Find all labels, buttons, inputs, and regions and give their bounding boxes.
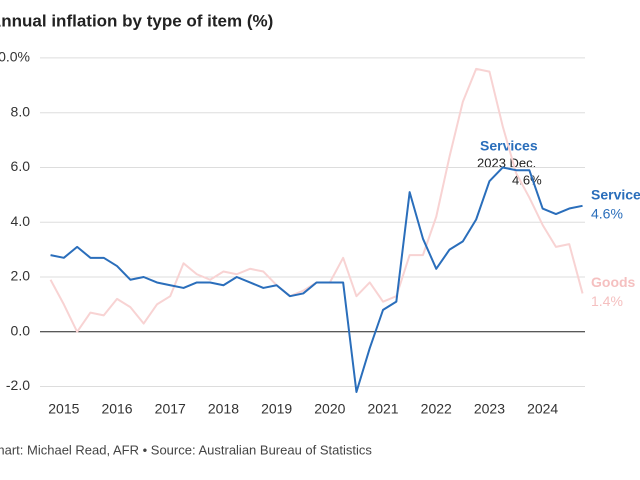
y-tick-label: 10.0% [0,49,30,65]
source: Chart: Michael Read, AFR • Source: Austr… [0,442,372,457]
series-label: Goods [591,274,636,290]
y-tick-label: 0.0 [11,322,31,338]
y-tick-label: -2.0 [6,377,30,393]
x-tick-label: 2023 [474,401,505,417]
y-tick-label: 6.0 [11,158,31,174]
chart-title: Annual inflation by type of item (%) [0,11,273,30]
x-tick-label: 2019 [261,401,292,417]
x-tick-label: 2024 [527,401,558,417]
series-line [50,166,583,394]
series-end-value: 1.4% [591,293,623,309]
series-label: Services [591,187,640,203]
y-tick-label: 4.0 [11,213,31,229]
y-tick-label: 8.0 [11,103,31,119]
series-line [49,67,584,333]
x-tick-label: 2017 [155,401,186,417]
y-tick-label: 2.0 [11,268,31,284]
annotation-date: 2023 Dec. [477,155,536,170]
x-tick-label: 2020 [314,401,345,417]
x-tick-label: 2018 [208,401,239,417]
x-tick-label: 2015 [48,401,79,417]
series-end-value: 4.6% [591,206,623,222]
x-tick-label: 2021 [367,401,398,417]
x-tick-label: 2016 [101,401,132,417]
x-tick-label: 2022 [421,401,452,417]
